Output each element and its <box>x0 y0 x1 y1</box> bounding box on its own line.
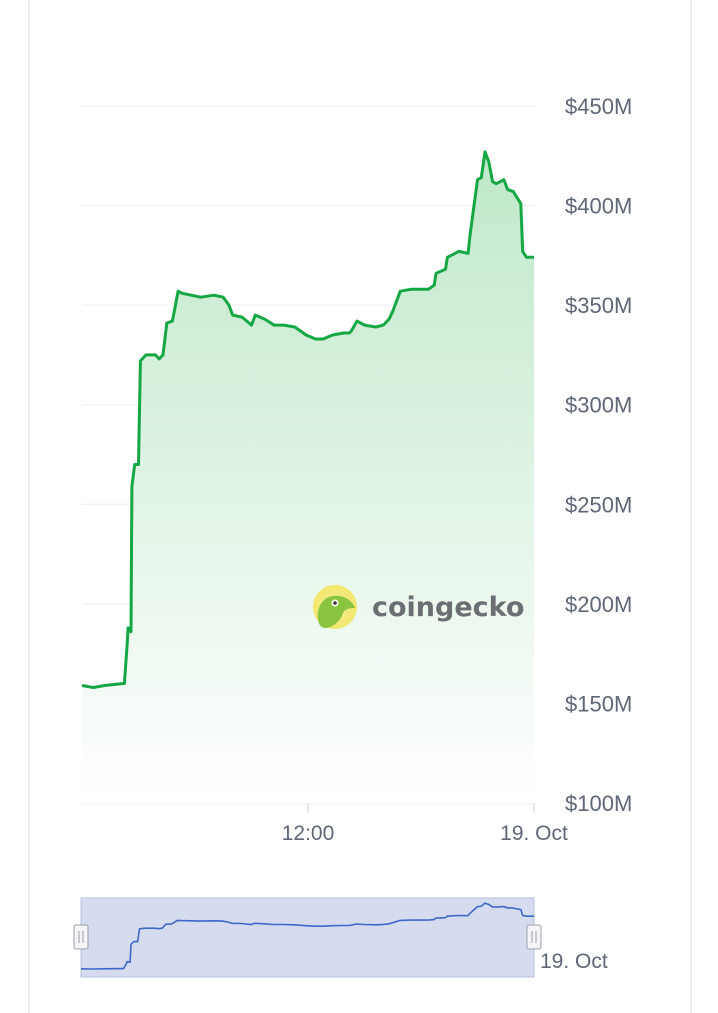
y-tick-label: $300M <box>565 393 632 418</box>
y-tick-label: $200M <box>565 592 632 617</box>
x-axis-labels: 12:00 19. Oct <box>282 803 568 845</box>
gecko-pupil <box>333 601 337 605</box>
y-tick-label: $250M <box>565 492 632 517</box>
navigator-series-line <box>80 902 534 970</box>
y-tick-label: $350M <box>565 293 632 318</box>
gecko-head-shape <box>317 595 355 628</box>
x-tick-label: 12:00 <box>282 822 335 845</box>
y-tick-label: $400M <box>565 194 632 219</box>
y-tick-label: $150M <box>565 691 632 716</box>
series-path <box>81 150 534 689</box>
grip-handle-icon <box>78 931 84 943</box>
y-axis-labels: $450M $400M $350M $300M $250M $200M $150M $100M <box>565 94 632 816</box>
watermark-text: coingecko <box>372 592 524 623</box>
navigator-date-label: 19. Oct <box>540 950 608 973</box>
area-fill <box>82 151 534 804</box>
navigator-right-handle[interactable] <box>526 924 542 950</box>
navigator-left-handle[interactable] <box>73 924 89 950</box>
grip-handle-icon <box>531 931 537 943</box>
x-tick-label: 19. Oct <box>500 822 568 845</box>
coingecko-watermark: coingecko <box>313 585 524 629</box>
y-tick-label: $450M <box>565 94 632 119</box>
y-tick-label: $100M <box>565 791 632 816</box>
chart-frame <box>28 0 692 1013</box>
range-navigator[interactable]: 19. Oct <box>73 897 608 978</box>
series-area <box>82 151 534 804</box>
navigator-selection[interactable] <box>80 897 535 978</box>
series-line <box>81 150 534 689</box>
